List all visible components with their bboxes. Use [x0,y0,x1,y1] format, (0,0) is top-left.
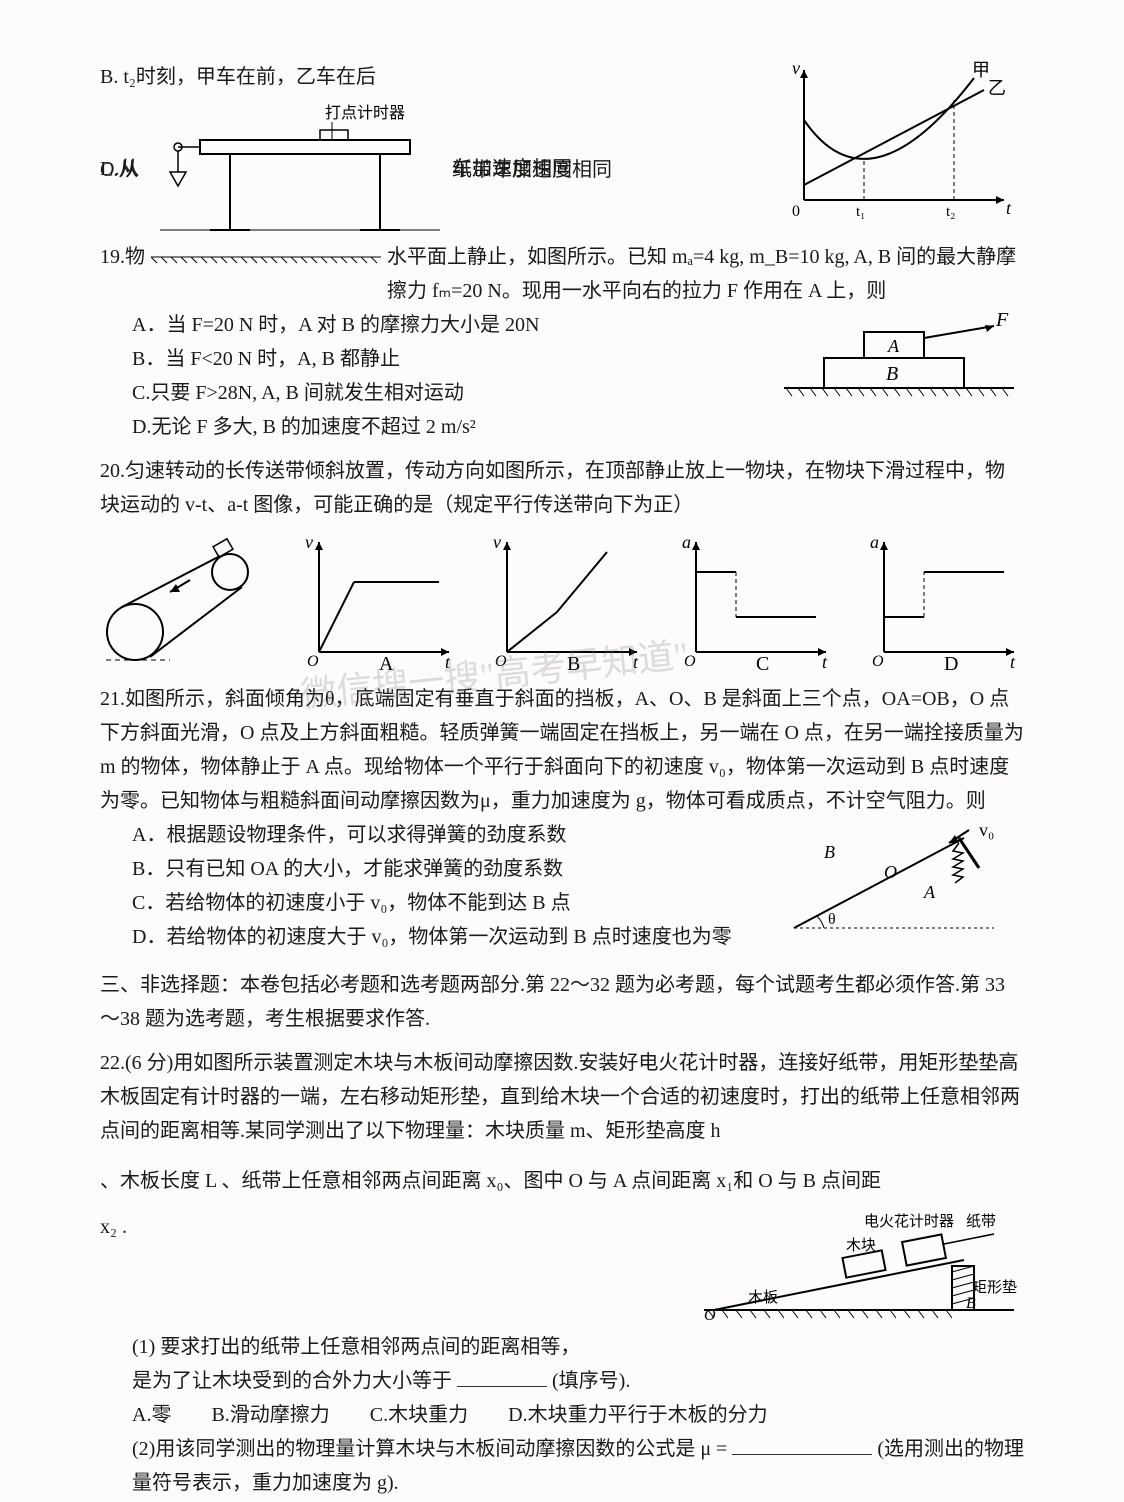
svg-text:t: t [633,652,639,672]
q22-incline-diagram: 电火花计时器 纸带 木块 木板 矩形垫 O B [694,1210,1024,1330]
svg-text:a: a [870,532,879,552]
q22-part1a: (1) 要求打出的纸带上任意相邻两点间的距离相等， [100,1330,1024,1364]
q20-graphB: v t O B [487,532,647,672]
q22-optB: B.滑动摩擦力 [211,1398,329,1432]
q22-blank1 [457,1367,547,1387]
q22-part1c: (填序号). [552,1370,630,1392]
q22-part1-options: A.零 B.滑动摩擦力 C.木块重力 D.木块重力平行于木板的分力 [100,1398,1024,1432]
svg-text:0: 0 [792,203,800,220]
q21-optB: B．只有已知 OA 的大小，才能求弹簧的劲度系数 [100,852,784,886]
svg-text:B: B [824,842,835,862]
q19-optC: C.只要 F>28N, A, B 间就发生相对运动 [100,376,764,410]
svg-text:B: B [567,653,580,672]
q22: 22.(6 分)用如图所示装置测定木块与木板间动摩擦因数.安装好电火花计时器，连… [100,1046,1024,1500]
q22-part2a: (2)用该同学测出的物理量计算木块与木板间动摩擦因数的公式是 μ = [132,1438,727,1460]
svg-text:A: A [923,882,936,902]
q22-cont2: x₂ . [100,1210,694,1244]
q18-optB: B. t₂时刻，甲车在前，乙车在后 [100,60,774,94]
q19-block-diagram: B A F [764,308,1024,418]
q18-optD-pre: D.从 [100,152,160,186]
svg-text:O: O [307,653,319,670]
svg-text:D: D [944,653,958,672]
q19-stem: 水平面上静止，如图所示。已知 mₐ=4 kg, m_B=10 kg, A, B … [387,240,1024,308]
svg-text:O: O [495,653,507,670]
svg-text:v: v [792,60,800,78]
svg-text:t: t [822,652,828,672]
q22-part1b: 是为了让木块受到的合外力大小等于 [132,1370,452,1392]
svg-text:v: v [493,532,501,552]
q20-conveyor-diagram [100,532,270,672]
q19-hatch-line [151,254,381,264]
svg-text:O: O [884,862,897,882]
q22-optC: C.木块重力 [370,1398,468,1432]
svg-text:乙: 乙 [988,78,1006,98]
q21: 21.如图所示，斜面倾角为θ，底端固定有垂直于斜面的挡板，A、O、B 是斜面上三… [100,682,1024,954]
svg-text:O: O [684,653,696,670]
q20-graphC: a t O C [676,532,836,672]
q20-graphD: a t O D [864,532,1024,672]
q22-blank2 [732,1435,872,1455]
q22-optA: A.零 [132,1398,171,1432]
svg-text:t₁: t₁ [856,204,865,220]
svg-text:v₀: v₀ [979,820,994,840]
q19-optA: A．当 F=20 N 时，A 对 B 的摩擦力大小是 20N [100,308,764,342]
q22-stem: 22.(6 分)用如图所示装置测定木块与木板间动摩擦因数.安装好电火花计时器，连… [100,1046,1024,1148]
q20-graphA: v t O A [299,532,459,672]
svg-text:t₂: t₂ [946,204,955,220]
q18-table-diagram: 打点计时器 [160,100,440,240]
q21-stem: 21.如图所示，斜面倾角为θ，底端固定有垂直于斜面的挡板，A、O、B 是斜面上三… [100,682,1024,818]
svg-text:甲: 甲 [972,60,990,80]
q20: 20.匀速转动的长传送带倾斜放置，传动方向如图所示，在顶部静止放上一物块，在物块… [100,454,1024,672]
q22-cont1: 、木板长度 L 、纸带上任意相邻两点间距离 x₀、图中 O 与 A 点间距离 x… [100,1164,1024,1198]
q18-optD-post: 车加速度相同 [452,152,572,186]
q21-optA: A．根据题设物理条件，可以求得弹簧的劲度系数 [100,818,784,852]
q19-optD: D.无论 F 多大, B 的加速度不超过 2 m/s² [100,410,764,444]
svg-text:A: A [887,336,900,356]
svg-text:F: F [995,309,1009,331]
svg-text:v: v [305,532,313,552]
q22-part2-line: (2)用该同学测出的物理量计算木块与木板间动摩擦因数的公式是 μ = (选用测出… [100,1432,1024,1500]
svg-text:A: A [379,653,394,672]
q19-num: 19.物 [100,240,145,274]
timer-label: 打点计时器 [325,104,405,122]
q20-stem: 20.匀速转动的长传送带倾斜放置，传动方向如图所示，在顶部静止放上一物块，在物块… [100,454,1024,522]
svg-text:θ: θ [828,911,836,928]
q18-row: B. t₂时刻，甲车在前，乙车在后 C.从 打点计时器 [100,60,1024,230]
svg-text:O: O [704,1307,716,1324]
svg-text:t: t [1006,198,1012,218]
svg-text:t: t [1010,652,1016,672]
q19: 19.物 水平面上静止，如图所示。已知 mₐ=4 kg, m_B=10 kg, … [100,240,1024,444]
svg-text:a: a [682,532,691,552]
svg-text:B: B [886,363,898,385]
svg-text:矩形垫: 矩形垫 [972,1279,1017,1296]
section3-header: 三、非选择题：本卷包括必考题和选考题两部分.第 22～32 题为必考题，每个试题… [100,968,1024,1036]
q18-vt-graph: v t 0 t₁ t₂ 乙 甲 [774,60,1024,230]
svg-text:O: O [872,653,884,670]
q22-optD: D.木块重力平行于木板的分力 [508,1398,767,1432]
svg-text:C: C [756,653,769,672]
q21-optD: D．若给物体的初速度大于 v₀，物体第一次运动到 B 点时速度也为零 [100,920,784,954]
svg-text:电火花计时器: 电火花计时器 [864,1213,954,1230]
q22-part1-line: 是为了让木块受到的合外力大小等于 (填序号). [100,1364,1024,1398]
svg-text:t: t [445,652,451,672]
q21-optC: C．若给物体的初速度小于 v₀，物体不能到达 B 点 [100,886,784,920]
q19-optB: B．当 F<20 N 时，A, B 都静止 [100,342,764,376]
q21-incline-diagram: B O A v₀ θ [784,818,1024,948]
svg-text:纸带: 纸带 [966,1213,996,1230]
